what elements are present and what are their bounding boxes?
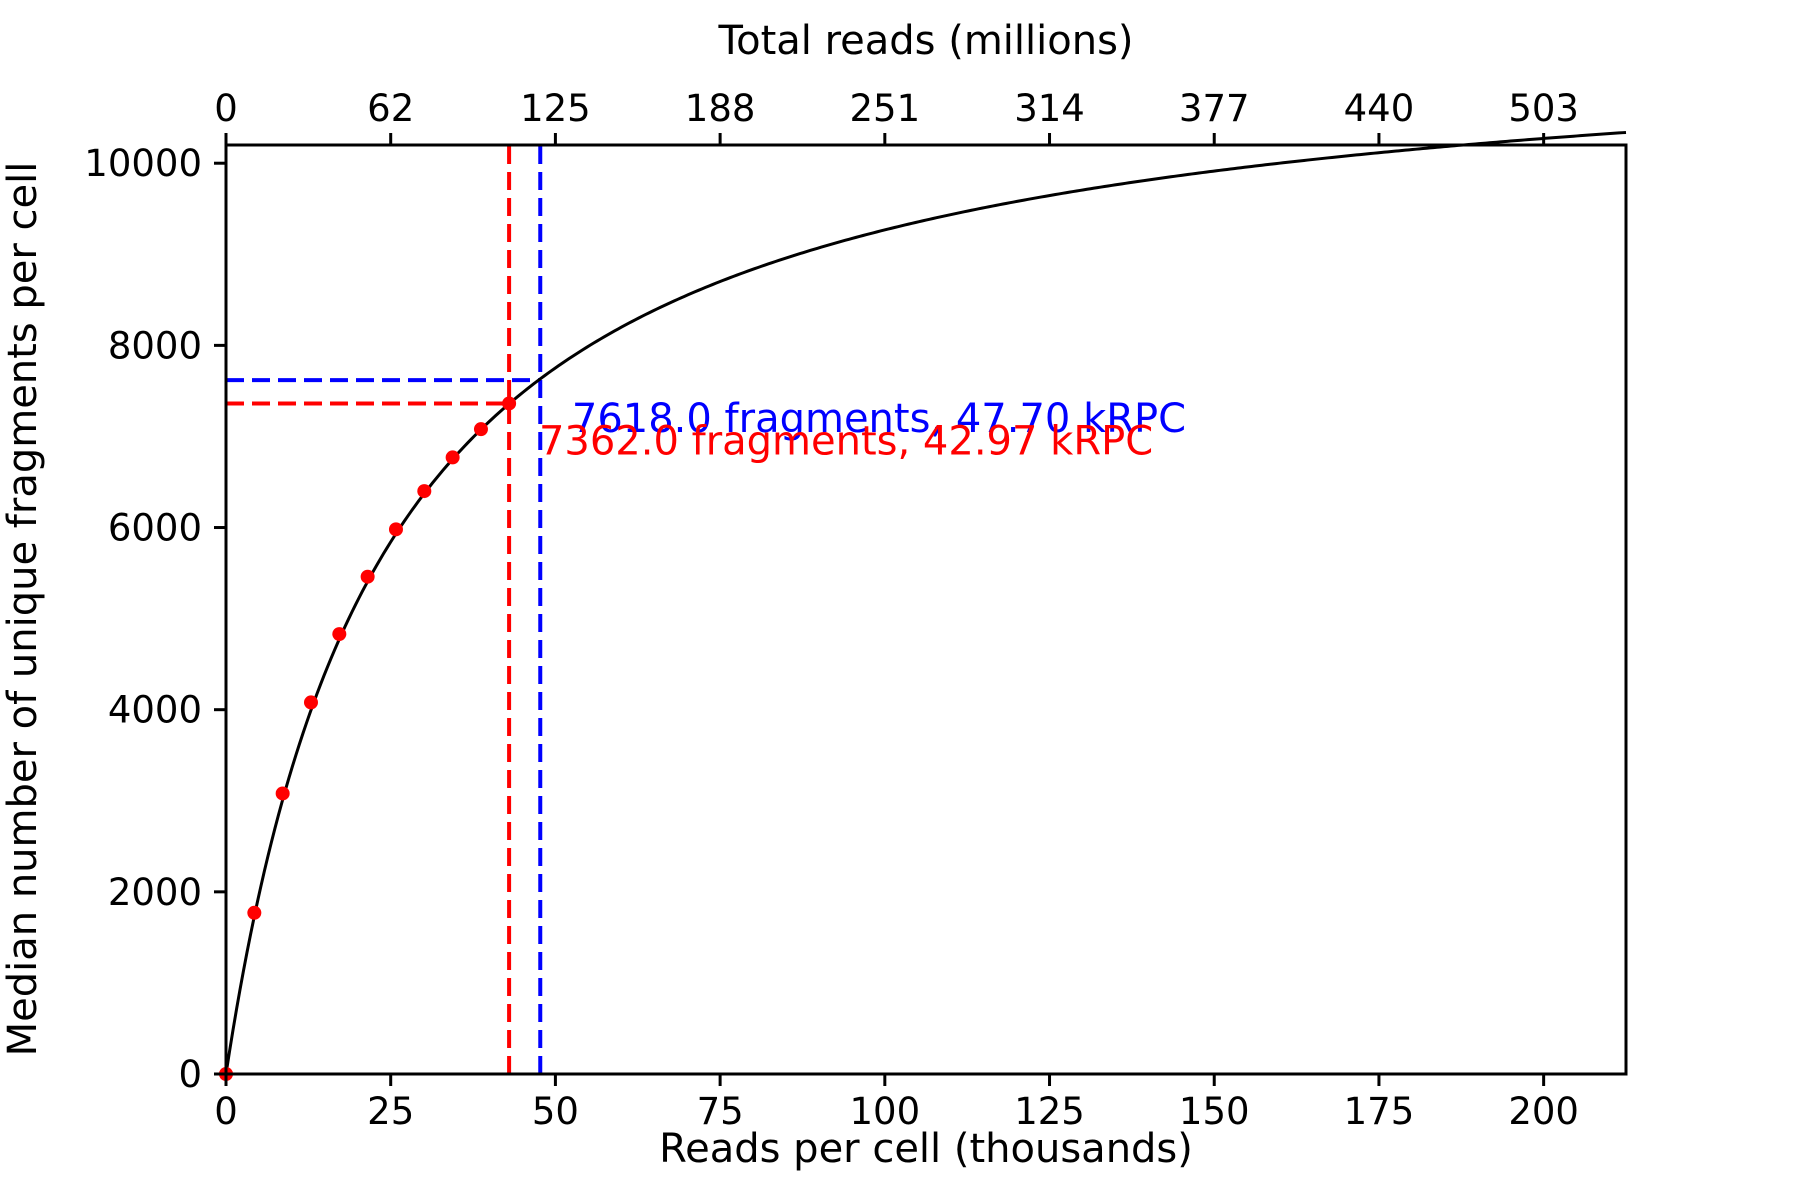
annotation-label-0: 7618.0 fragments, 47.70 kRPC [572,396,1186,442]
y-tick-label-1: 2000 [108,871,202,914]
data-point-8 [445,450,460,465]
x-tick-label-3: 75 [697,1090,744,1133]
y-tick-label-2: 4000 [108,689,202,732]
data-point-2 [275,786,290,801]
data-point-10 [502,396,517,411]
x2-tick-label-4: 251 [850,87,921,130]
data-point-3 [303,695,318,710]
x-axis-label: Reads per cell (thousands) [659,1126,1193,1172]
x2-tick-label-5: 314 [1014,87,1085,130]
data-point-5 [360,569,375,584]
data-point-6 [388,522,403,537]
annotation-label-1: 7362.0 fragments, 42.97 kRPC [539,419,1153,465]
x2-tick-label-3: 188 [685,87,756,130]
fit-curve-line [224,130,1627,1075]
y-axis-label: Median number of unique fragments per ce… [0,162,46,1057]
x-tick-label-2: 50 [532,1090,579,1133]
chart-marks [219,130,1627,1081]
y-tick-label-3: 6000 [108,507,202,550]
y-tick-label-4: 8000 [108,324,202,367]
x-tick-label-6: 150 [1179,1090,1250,1133]
x2-tick-label-1: 62 [367,87,414,130]
x2-tick-label-0: 0 [214,87,238,130]
x-tick-label-7: 175 [1344,1090,1415,1133]
x2-tick-label-8: 503 [1508,87,1579,130]
x2-tick-label-2: 125 [520,87,591,130]
x-tick-label-8: 200 [1508,1090,1579,1133]
x2-axis-label: Total reads (millions) [717,18,1133,64]
x-tick-label-4: 100 [850,1090,921,1133]
y-tick-label-0: 0 [178,1053,202,1096]
chart-axes: 0 25 50 75 100 125 150 175 2000 62 125 188 251 314 377… [84,87,1579,1133]
x-tick-label-0: 0 [214,1090,238,1133]
data-point-9 [473,422,488,437]
x2-tick-label-6: 377 [1179,87,1250,130]
data-point-1 [247,905,262,920]
data-point-7 [417,484,432,499]
x-tick-label-1: 25 [367,1090,414,1133]
plot-frame [224,143,1628,1076]
y-tick-label-5: 10000 [84,142,202,185]
data-point-4 [332,627,347,642]
x2-tick-label-7: 440 [1344,87,1415,130]
x-tick-label-5: 125 [1014,1090,1085,1133]
